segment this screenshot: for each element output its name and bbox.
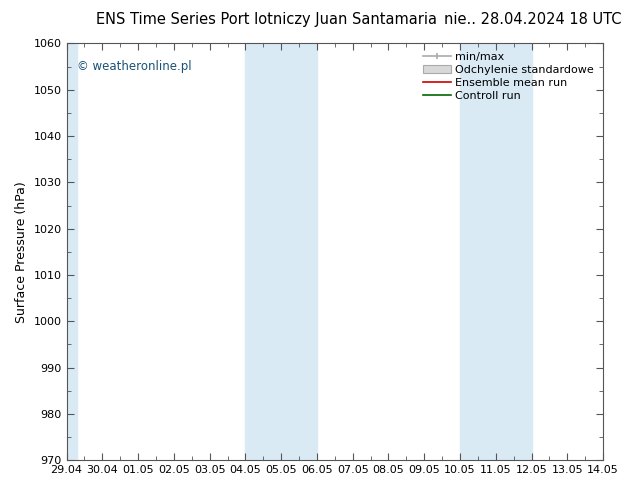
Legend: min/max, Odchylenie standardowe, Ensemble mean run, Controll run: min/max, Odchylenie standardowe, Ensembl… (420, 49, 598, 104)
Y-axis label: Surface Pressure (hPa): Surface Pressure (hPa) (15, 181, 28, 323)
Bar (245, 44, 317, 460)
Text: © weatheronline.pl: © weatheronline.pl (77, 60, 192, 73)
Text: ENS Time Series Port lotniczy Juan Santamaria: ENS Time Series Port lotniczy Juan Santa… (96, 12, 437, 27)
Bar (460, 44, 531, 460)
Bar (67, 44, 77, 460)
Text: nie.. 28.04.2024 18 UTC: nie.. 28.04.2024 18 UTC (444, 12, 621, 27)
